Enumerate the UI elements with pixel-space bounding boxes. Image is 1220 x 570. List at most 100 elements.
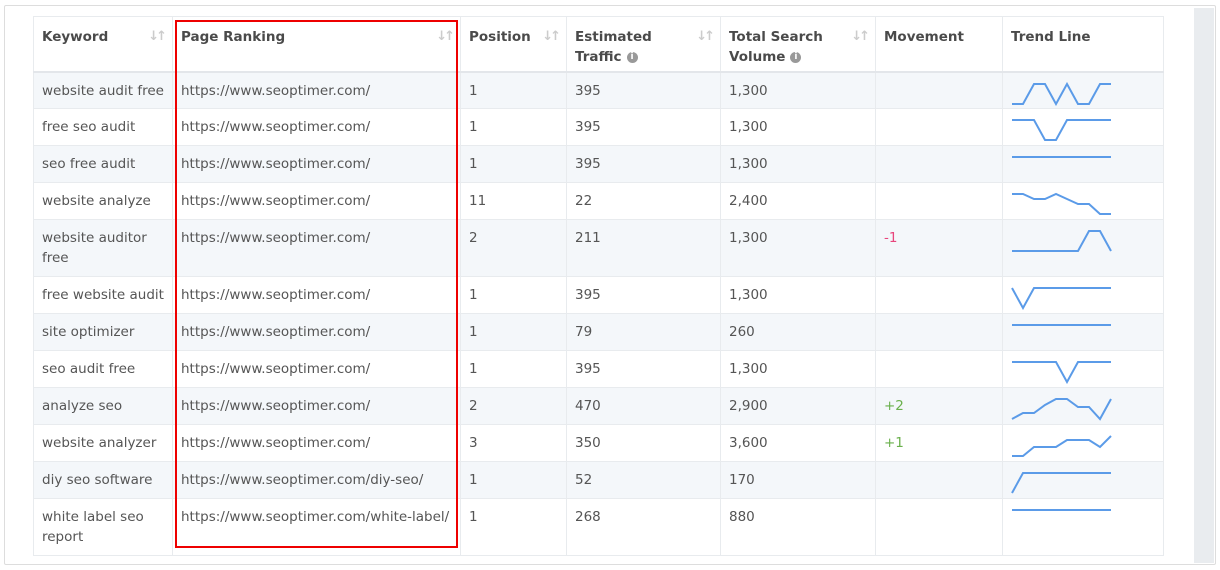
position-cell: 1 bbox=[460, 498, 567, 556]
traffic-cell-text: 268 bbox=[575, 509, 601, 525]
scrollbar[interactable] bbox=[1194, 8, 1214, 563]
volume-cell: 1,300 bbox=[720, 145, 876, 183]
position-cell-text: 11 bbox=[469, 193, 487, 209]
keyword-cell: diy seo software bbox=[33, 461, 173, 499]
movement-cell bbox=[875, 182, 1003, 220]
header-volume[interactable]: Total Search Volume i ↓↑ bbox=[720, 16, 876, 73]
volume-cell-text: 2,900 bbox=[729, 398, 768, 414]
table-row: diy seo software https://www.seoptimer.co… bbox=[33, 461, 1164, 499]
traffic-cell: 395 bbox=[566, 71, 721, 109]
header-position[interactable]: Position ↓↑ bbox=[460, 16, 567, 73]
position-cell-text: 2 bbox=[469, 230, 478, 246]
position-cell: 1 bbox=[460, 145, 567, 183]
trend-line bbox=[1012, 192, 1111, 215]
position-cell-text: 1 bbox=[469, 119, 478, 135]
table-row: site optimizer https://www.seoptimer.com/… bbox=[33, 313, 1164, 351]
trend-sparkline bbox=[1011, 398, 1112, 421]
volume-cell-text: 3,600 bbox=[729, 435, 768, 451]
traffic-cell: 268 bbox=[566, 498, 721, 556]
trend-line bbox=[1012, 435, 1112, 457]
position-cell-text: 1 bbox=[469, 287, 478, 303]
position-cell-text: 1 bbox=[469, 156, 478, 172]
trend-sparkline bbox=[1012, 119, 1111, 141]
movement-cell bbox=[875, 71, 1003, 109]
position-cell-text: 1 bbox=[469, 509, 478, 525]
volume-cell-text: 170 bbox=[729, 472, 755, 488]
table-row: website analyzer https://www.seoptimer.co… bbox=[33, 424, 1164, 462]
page-ranking-cell: https://www.seoptimer.com/ bbox=[172, 182, 461, 220]
volume-cell-text: 1,300 bbox=[729, 82, 768, 99]
volume-cell-text: 1,300 bbox=[729, 119, 768, 135]
trend-sparkline bbox=[1012, 324, 1111, 326]
trend-cell bbox=[1002, 145, 1164, 183]
traffic-cell-text: 395 bbox=[575, 361, 601, 377]
page-ranking-cell: https://www.seoptimer.com/ bbox=[172, 424, 461, 462]
position-cell: 1 bbox=[460, 108, 567, 146]
sort-icon[interactable]: ↓↑ bbox=[696, 29, 715, 44]
table-row: website auditor free https://www.seoptime… bbox=[33, 219, 1164, 277]
volume-cell: 170 bbox=[720, 461, 876, 499]
keyword-cell: website auditor free bbox=[33, 219, 173, 277]
traffic-cell: 211 bbox=[566, 219, 721, 277]
traffic-cell: 395 bbox=[566, 276, 721, 314]
page-ranking-cell: https://www.seoptimer.com/white-label/ bbox=[172, 498, 461, 556]
traffic-cell-text: 395 bbox=[575, 82, 601, 99]
position-cell-text: 1 bbox=[469, 361, 478, 377]
table-row: analyze seo https://www.seoptimer.com/2 47… bbox=[33, 387, 1164, 425]
volume-cell-text: 1,300 bbox=[729, 156, 768, 172]
volume-cell: 880 bbox=[720, 498, 876, 556]
sort-icon[interactable]: ↓↑ bbox=[148, 29, 167, 44]
sort-icon[interactable]: ↓↑ bbox=[436, 29, 455, 44]
volume-cell: 1,300 bbox=[720, 108, 876, 146]
keyword-cell-text: diy seo software bbox=[42, 472, 153, 488]
page-ranking-cell-text: https://www.seoptimer.com/ bbox=[181, 156, 371, 172]
position-cell-text: 1 bbox=[469, 82, 478, 99]
keyword-cell-text: analyze seo bbox=[42, 398, 123, 414]
keyword-cell: seo free audit bbox=[33, 145, 173, 183]
movement-cell: -1 bbox=[875, 219, 1003, 277]
page-ranking-cell: https://www.seoptimer.com/ bbox=[172, 71, 461, 109]
header-traffic[interactable]: Estimated Traffic i ↓↑ bbox=[566, 16, 721, 73]
trend-line bbox=[1012, 361, 1111, 384]
sort-icon[interactable]: ↓↑ bbox=[851, 29, 870, 44]
movement-cell bbox=[875, 498, 1003, 556]
table-row: seo free audit https://www.seoptimer.com/… bbox=[33, 145, 1164, 183]
trend-sparkline bbox=[1012, 156, 1111, 158]
trend-cell bbox=[1002, 108, 1164, 146]
keyword-cell: free website audit bbox=[33, 276, 173, 314]
keywords-table: Keyword ↓↑ Page Ranking ↓↑ Position ↓↑ Esti… bbox=[33, 16, 1164, 556]
traffic-cell: 22 bbox=[566, 182, 721, 220]
keyword-cell: white label seo report bbox=[33, 498, 173, 556]
info-icon[interactable]: i bbox=[626, 51, 638, 63]
page-ranking-cell: https://www.seoptimer.com/ bbox=[172, 387, 461, 425]
trend-sparkline bbox=[1012, 230, 1112, 252]
keyword-cell-text: white label seo report bbox=[42, 509, 144, 545]
volume-cell: 260 bbox=[720, 313, 876, 351]
header-trend: Trend Line bbox=[1002, 16, 1164, 73]
header-page-ranking[interactable]: Page Ranking ↓↑ bbox=[172, 16, 461, 73]
keyword-cell-text: free seo audit bbox=[42, 119, 136, 135]
table-row: free website audit https://www.seoptimer.… bbox=[33, 276, 1164, 314]
sort-icon[interactable]: ↓↑ bbox=[542, 29, 561, 44]
volume-cell: 2,400 bbox=[720, 182, 876, 220]
header-keyword[interactable]: Keyword ↓↑ bbox=[33, 16, 173, 73]
traffic-cell: 470 bbox=[566, 387, 721, 425]
trend-sparkline bbox=[1012, 361, 1111, 384]
position-cell: 2 bbox=[460, 219, 567, 277]
info-icon[interactable]: i bbox=[790, 51, 802, 63]
page-ranking-cell-text: https://www.seoptimer.com/ bbox=[181, 119, 371, 135]
trend-line bbox=[1011, 472, 1111, 494]
table-row: website analyze https://www.seoptimer.com… bbox=[33, 182, 1164, 220]
keyword-cell-text: free website audit bbox=[42, 287, 164, 303]
movement-cell bbox=[875, 276, 1003, 314]
keyword-cell: free seo audit bbox=[33, 108, 173, 146]
movement-cell bbox=[875, 108, 1003, 146]
page-ranking-cell: https://www.seoptimer.com/ bbox=[172, 313, 461, 351]
volume-cell-text: 1,300 bbox=[729, 287, 768, 303]
page-ranking-cell-text: https://www.seoptimer.com/ bbox=[181, 193, 371, 209]
traffic-cell-text: 79 bbox=[575, 324, 593, 340]
table-row: seo audit free https://www.seoptimer.com/… bbox=[33, 350, 1164, 388]
traffic-cell-text: 52 bbox=[575, 472, 593, 488]
traffic-cell-text: 350 bbox=[575, 435, 601, 451]
trend-sparkline bbox=[1012, 435, 1112, 457]
